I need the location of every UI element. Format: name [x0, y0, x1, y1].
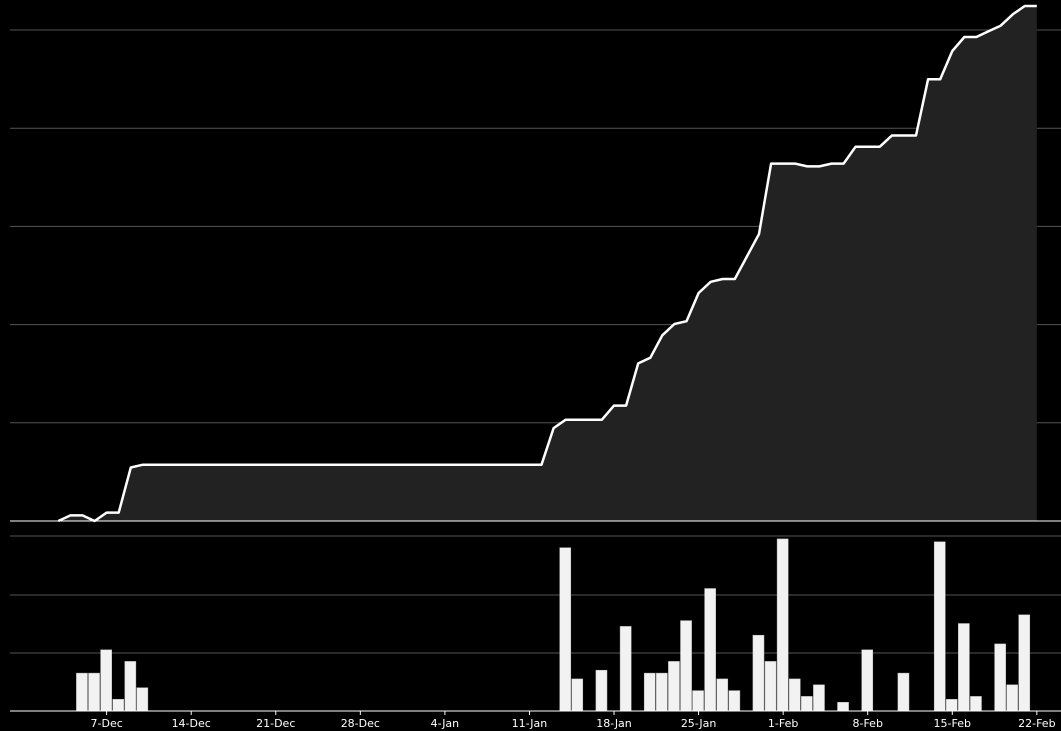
x-tick-label: 4-Jan — [431, 717, 460, 730]
daily-bars — [76, 538, 1031, 712]
bar — [776, 538, 789, 712]
bar — [124, 661, 137, 712]
x-tick-label: 25-Jan — [681, 717, 717, 730]
bottom-gridlines — [10, 535, 1061, 654]
bar — [970, 696, 982, 712]
x-tick-label: 18-Jan — [596, 717, 632, 730]
bar — [958, 623, 970, 712]
bar — [643, 672, 656, 712]
x-tick-label: 15-Feb — [934, 717, 971, 730]
cumulative-line — [57, 4, 1037, 523]
bar — [716, 678, 729, 712]
bar — [764, 661, 777, 712]
x-tick-label: 21-Dec — [256, 717, 295, 730]
x-tick-label: 11-Jan — [512, 717, 548, 730]
bar — [861, 649, 874, 712]
bar — [595, 669, 608, 712]
bar — [680, 620, 692, 712]
bar — [1018, 614, 1031, 712]
x-tick-label: 7-Dec — [91, 717, 123, 730]
bar — [656, 672, 668, 712]
bar — [752, 634, 765, 712]
bar — [668, 661, 680, 712]
bar — [88, 672, 100, 712]
bar — [136, 687, 149, 712]
bar — [813, 684, 825, 712]
x-axis-ticks: 7-Dec 14-Dec 21-Dec 28-Dec 4-Jan 11-Jan 18-Jan… — [91, 711, 1056, 730]
bar — [559, 547, 572, 712]
x-tick-label: 14-Dec — [172, 717, 211, 730]
bar — [945, 699, 958, 712]
bar — [728, 690, 741, 712]
bar — [704, 588, 716, 712]
x-tick-label: 22-Feb — [1018, 717, 1055, 730]
bar — [933, 541, 946, 712]
bar — [571, 678, 584, 712]
x-tick-label: 28-Dec — [341, 717, 380, 730]
bar — [897, 672, 910, 712]
bar — [76, 672, 88, 712]
bar — [112, 699, 125, 712]
bar — [692, 690, 704, 712]
bar — [1006, 684, 1018, 712]
bar — [788, 678, 801, 712]
cumulative-area — [58, 6, 1037, 521]
bar — [801, 696, 813, 712]
bar — [619, 626, 632, 712]
bar — [837, 702, 849, 712]
x-tick-label: 1-Feb — [768, 717, 798, 730]
x-tick-label: 8-Feb — [852, 717, 882, 730]
bar — [100, 649, 112, 712]
bar — [994, 643, 1006, 712]
